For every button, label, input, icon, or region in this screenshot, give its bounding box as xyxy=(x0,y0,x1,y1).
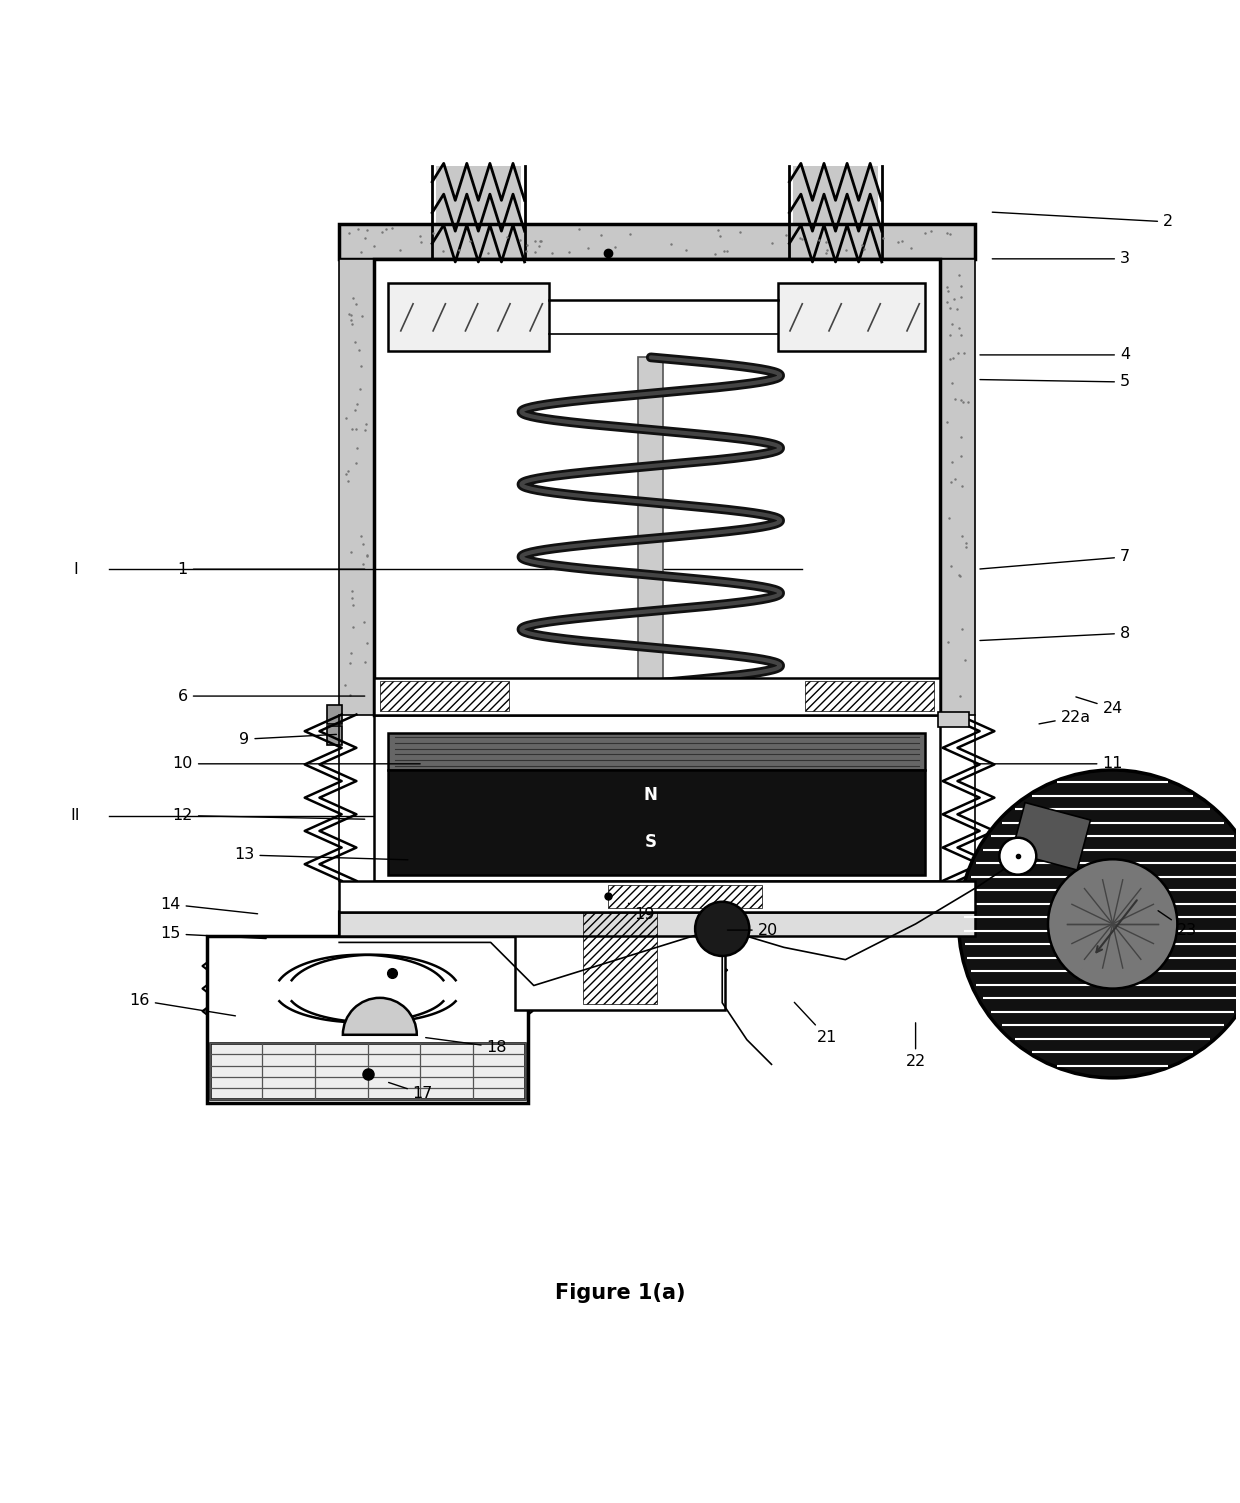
Bar xyxy=(516,899,724,1010)
Bar xyxy=(639,358,663,684)
Bar xyxy=(340,912,975,936)
Bar xyxy=(340,224,975,259)
Bar xyxy=(583,905,657,1004)
Text: 20: 20 xyxy=(728,923,777,938)
Bar xyxy=(373,259,940,714)
Text: 16: 16 xyxy=(129,993,236,1016)
Text: 7: 7 xyxy=(980,550,1130,570)
Text: 14: 14 xyxy=(160,897,258,914)
Circle shape xyxy=(696,902,749,956)
Text: S: S xyxy=(645,833,657,851)
Text: 4: 4 xyxy=(980,347,1130,362)
Bar xyxy=(379,681,510,711)
Bar xyxy=(388,284,548,352)
Bar xyxy=(388,770,925,875)
Text: 3: 3 xyxy=(992,251,1130,266)
Bar xyxy=(937,712,968,727)
Bar xyxy=(777,284,925,352)
Bar xyxy=(1012,803,1090,870)
Bar xyxy=(207,936,528,1103)
Text: II: II xyxy=(71,809,81,824)
Text: 1: 1 xyxy=(177,562,365,577)
Bar xyxy=(436,167,521,259)
Text: 21: 21 xyxy=(795,1003,837,1045)
Text: 17: 17 xyxy=(388,1082,433,1102)
Text: 5: 5 xyxy=(980,374,1130,389)
Bar xyxy=(608,885,761,908)
Text: 9: 9 xyxy=(239,732,336,747)
Text: 23: 23 xyxy=(1158,911,1197,938)
Text: 11: 11 xyxy=(973,756,1123,771)
Bar xyxy=(373,714,940,881)
Text: 2: 2 xyxy=(992,212,1173,230)
Bar xyxy=(340,259,373,714)
Text: 24: 24 xyxy=(1076,697,1122,715)
Text: 22a: 22a xyxy=(1039,709,1091,724)
Text: 6: 6 xyxy=(177,688,365,703)
Bar xyxy=(373,678,940,714)
Text: N: N xyxy=(644,786,657,804)
Bar xyxy=(210,1043,526,1099)
Text: I: I xyxy=(73,562,78,577)
Text: 18: 18 xyxy=(425,1037,507,1055)
Bar xyxy=(794,167,878,259)
Text: 8: 8 xyxy=(980,625,1130,640)
Text: 10: 10 xyxy=(172,756,420,771)
Bar xyxy=(940,259,975,714)
Text: Figure 1(a): Figure 1(a) xyxy=(554,1284,686,1303)
Circle shape xyxy=(1048,860,1177,989)
Text: 19: 19 xyxy=(629,903,655,921)
Wedge shape xyxy=(343,998,417,1034)
Text: 12: 12 xyxy=(172,809,365,824)
Bar xyxy=(327,705,342,724)
Bar xyxy=(388,733,925,770)
Text: 15: 15 xyxy=(160,926,267,941)
Text: 13: 13 xyxy=(234,848,408,863)
Bar xyxy=(805,681,934,711)
Bar xyxy=(340,881,975,912)
Text: 22: 22 xyxy=(905,1022,926,1069)
Bar xyxy=(327,726,342,745)
Circle shape xyxy=(999,837,1037,875)
Circle shape xyxy=(959,770,1240,1078)
